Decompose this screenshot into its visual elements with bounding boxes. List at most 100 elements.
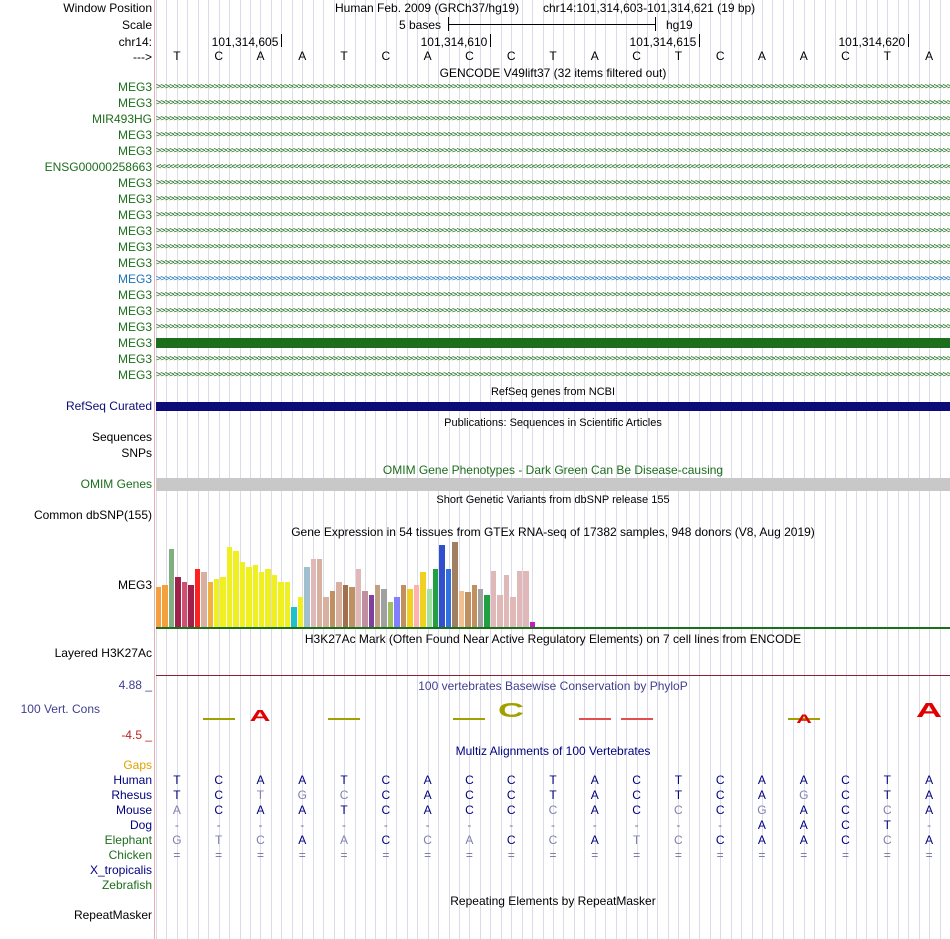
gencode-gene-label[interactable]: MIR493HG: [91, 112, 152, 126]
gtex-bar[interactable]: [259, 572, 265, 627]
gencode-gene-label[interactable]: MEG3: [117, 304, 152, 318]
gencode-gene-label[interactable]: MEG3: [117, 96, 152, 110]
gencode-gene-label[interactable]: MEG3: [117, 352, 152, 366]
gtex-bar[interactable]: [239, 562, 246, 627]
refseq-title[interactable]: RefSeq genes from NCBI: [490, 386, 616, 398]
gtex-bar[interactable]: [201, 572, 207, 627]
gtex-bar[interactable]: [426, 589, 432, 627]
gtex-bar[interactable]: [452, 542, 458, 627]
gencode-gene-line[interactable]: >>>>>>>>>>>>>>>>>>>>>>>>>>>>>>>>>>>>>>>>…: [156, 290, 950, 300]
gtex-bar[interactable]: [342, 585, 349, 627]
omim-title[interactable]: OMIM Gene Phenotypes - Dark Green Can Be…: [382, 463, 724, 477]
gencode-gene-label[interactable]: MEG3: [117, 320, 152, 334]
gencode-gene-line[interactable]: >>>>>>>>>>>>>>>>>>>>>>>>>>>>>>>>>>>>>>>>…: [156, 194, 950, 204]
gencode-title[interactable]: GENCODE V49lift37 (32 items filtered out…: [439, 66, 667, 80]
species-label[interactable]: Rhesus: [111, 788, 152, 802]
gencode-gene-label[interactable]: MEG3: [117, 224, 152, 238]
cons-title[interactable]: 100 vertebrates Basewise Conservation by…: [418, 679, 688, 693]
refseq-gene-bar[interactable]: [156, 402, 950, 411]
gtex-bar[interactable]: [323, 597, 329, 627]
gencode-gene-line[interactable]: >>>>>>>>>>>>>>>>>>>>>>>>>>>>>>>>>>>>>>>>…: [156, 354, 950, 364]
multiz-title[interactable]: Multiz Alignments of 100 Vertebrates: [455, 744, 651, 758]
gtex-bar[interactable]: [471, 585, 478, 627]
gtex-bar[interactable]: [381, 589, 387, 627]
gtex-bar[interactable]: [439, 545, 445, 627]
gencode-gene-line[interactable]: >>>>>>>>>>>>>>>>>>>>>>>>>>>>>>>>>>>>>>>>…: [156, 82, 950, 92]
gtex-bar[interactable]: [523, 571, 529, 627]
species-label[interactable]: Zebrafish: [101, 878, 152, 892]
gtex-bar[interactable]: [310, 559, 316, 627]
gtex-bar[interactable]: [304, 567, 310, 627]
gencode-gene-line[interactable]: >>>>>>>>>>>>>>>>>>>>>>>>>>>>>>>>>>>>>>>>…: [156, 322, 950, 332]
gtex-bar[interactable]: [220, 577, 226, 627]
species-label[interactable]: Dog: [129, 818, 152, 832]
gtex-label[interactable]: MEG3: [117, 578, 152, 592]
browser-tracks[interactable]: Human Feb. 2009 (GRCh37/hg19) chr14:101,…: [156, 0, 950, 939]
gencode-gene-line[interactable]: >>>>>>>>>>>>>>>>>>>>>>>>>>>>>>>>>>>>>>>>…: [156, 370, 950, 380]
gtex-title[interactable]: Gene Expression in 54 tissues from GTEx …: [291, 525, 815, 539]
gtex-bar[interactable]: [478, 589, 484, 627]
publications-title[interactable]: Publications: Sequences in Scientific Ar…: [444, 417, 662, 429]
gencode-gene-line[interactable]: >>>>>>>>>>>>>>>>>>>>>>>>>>>>>>>>>>>>>>>>…: [156, 130, 950, 140]
omim-label[interactable]: OMIM Genes: [80, 477, 152, 491]
gencode-gene-line[interactable]: >>>>>>>>>>>>>>>>>>>>>>>>>>>>>>>>>>>>>>>>…: [156, 98, 950, 108]
gtex-bar[interactable]: [400, 585, 407, 627]
gtex-bar[interactable]: [368, 595, 374, 627]
gtex-bar[interactable]: [503, 575, 510, 627]
gtex-bar[interactable]: [490, 571, 497, 627]
gtex-bar[interactable]: [458, 591, 465, 627]
gtex-bar[interactable]: [284, 582, 291, 627]
gencode-gene-label[interactable]: MEG3: [117, 128, 152, 142]
refseq-label[interactable]: RefSeq Curated: [65, 399, 152, 413]
gtex-bar[interactable]: [226, 547, 233, 627]
gtex-bar[interactable]: [297, 597, 304, 627]
gencode-gene-label[interactable]: MEG3: [117, 288, 152, 302]
gtex-bar[interactable]: [181, 582, 188, 627]
gencode-gene-line[interactable]: >>>>>>>>>>>>>>>>>>>>>>>>>>>>>>>>>>>>>>>>…: [156, 210, 950, 220]
h3k27-label[interactable]: Layered H3K27Ac: [54, 646, 152, 660]
gtex-bar[interactable]: [162, 585, 168, 627]
gtex-bar[interactable]: [432, 569, 439, 627]
repeatmasker-label[interactable]: RepeatMasker: [73, 908, 152, 922]
gtex-bar[interactable]: [329, 591, 336, 627]
species-label[interactable]: Mouse: [115, 803, 152, 817]
gencode-gene-label[interactable]: MEG3: [117, 256, 152, 270]
gencode-gene-label[interactable]: MEG3: [117, 144, 152, 158]
gtex-bar[interactable]: [291, 607, 297, 627]
gtex-bar[interactable]: [317, 559, 323, 627]
species-label[interactable]: Human: [113, 773, 152, 787]
cons-label[interactable]: 100 Vert. Cons: [20, 702, 100, 716]
h3k27-title[interactable]: H3K27Ac Mark (Often Found Near Active Re…: [304, 632, 802, 646]
gencode-gene-label[interactable]: MEG3: [117, 208, 152, 222]
gtex-bar[interactable]: [420, 572, 426, 627]
gtex-bar[interactable]: [387, 602, 394, 627]
gtex-bar[interactable]: [194, 569, 201, 627]
gencode-gene-label[interactable]: MEG3: [117, 368, 152, 382]
gencode-gene-line[interactable]: >>>>>>>>>>>>>>>>>>>>>>>>>>>>>>>>>>>>>>>>…: [156, 258, 950, 268]
gtex-bar[interactable]: [465, 592, 471, 627]
repeatmasker-title[interactable]: Repeating Elements by RepeatMasker: [450, 894, 656, 908]
gtex-bar[interactable]: [233, 551, 239, 627]
gtex-bar[interactable]: [355, 569, 362, 627]
gencode-gene-label[interactable]: MEG3: [117, 272, 152, 286]
gencode-gene-label[interactable]: MEG3: [117, 192, 152, 206]
gtex-bar[interactable]: [516, 571, 523, 627]
gtex-bar[interactable]: [175, 577, 181, 627]
gtex-bar[interactable]: [246, 567, 252, 627]
gencode-gene-line[interactable]: >>>>>>>>>>>>>>>>>>>>>>>>>>>>>>>>>>>>>>>>…: [156, 226, 950, 236]
species-label[interactable]: Elephant: [104, 833, 152, 847]
gencode-gene-line[interactable]: >>>>>>>>>>>>>>>>>>>>>>>>>>>>>>>>>>>>>>>>…: [156, 114, 950, 124]
gencode-gene-line[interactable]: >>>>>>>>>>>>>>>>>>>>>>>>>>>>>>>>>>>>>>>>…: [156, 306, 950, 316]
gtex-bar[interactable]: [213, 579, 220, 627]
species-label[interactable]: X_tropicalis: [89, 863, 152, 877]
gtex-bar[interactable]: [349, 587, 355, 627]
gtex-bar[interactable]: [168, 549, 175, 627]
gencode-gene-label[interactable]: MEG3: [117, 336, 152, 350]
gtex-bar[interactable]: [188, 585, 194, 627]
gencode-gene-line[interactable]: >>>>>>>>>>>>>>>>>>>>>>>>>>>>>>>>>>>>>>>>…: [156, 242, 950, 252]
gtex-bar[interactable]: [445, 569, 452, 627]
gencode-gene-label[interactable]: ENSG00000258663: [44, 160, 152, 174]
gencode-gene-label[interactable]: MEG3: [117, 80, 152, 94]
gtex-bar[interactable]: [484, 595, 490, 627]
gtex-bar[interactable]: [362, 591, 368, 627]
